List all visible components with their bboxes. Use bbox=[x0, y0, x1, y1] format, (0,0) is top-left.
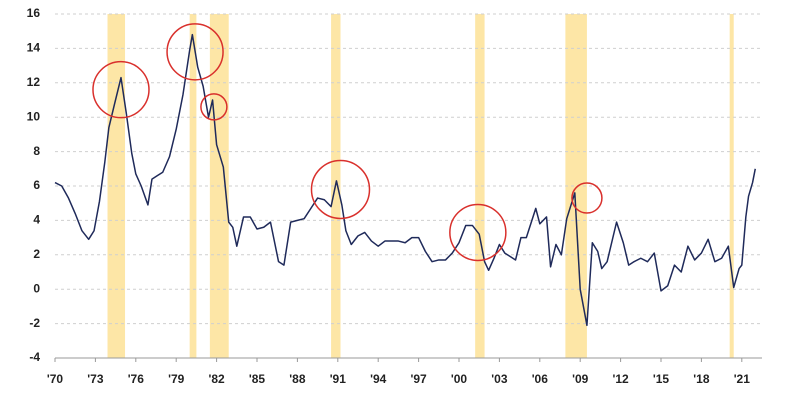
x-tick-label: '79 bbox=[168, 372, 185, 386]
y-tick-label: 6 bbox=[33, 178, 40, 192]
y-tick-label: -2 bbox=[29, 316, 40, 330]
highlight-circle bbox=[166, 23, 224, 81]
x-tick-label: '21 bbox=[734, 372, 751, 386]
y-tick-label: 0 bbox=[33, 281, 40, 295]
x-tick-label: '70 bbox=[47, 372, 64, 386]
x-tick-label: '85 bbox=[249, 372, 266, 386]
y-tick-label: 8 bbox=[33, 144, 40, 158]
x-tick-label: '00 bbox=[451, 372, 468, 386]
x-tick-label: '91 bbox=[330, 372, 347, 386]
x-tick-label: '12 bbox=[612, 372, 629, 386]
x-tick-label: '09 bbox=[572, 372, 589, 386]
highlight-circle bbox=[449, 203, 507, 262]
recession-band bbox=[729, 14, 734, 358]
data-line bbox=[54, 33, 757, 327]
x-tick-label: '94 bbox=[370, 372, 387, 386]
y-tick-label: 4 bbox=[33, 213, 40, 227]
y-tick-label: 16 bbox=[27, 6, 41, 20]
y-tick-label: 12 bbox=[27, 75, 41, 89]
highlight-circle bbox=[571, 182, 603, 214]
highlight-circle bbox=[92, 60, 150, 119]
x-tick-label: '06 bbox=[532, 372, 549, 386]
x-tick-label: '76 bbox=[128, 372, 145, 386]
x-tick-label: '97 bbox=[410, 372, 427, 386]
x-tick-label: '18 bbox=[693, 372, 710, 386]
y-tick-label: 14 bbox=[27, 41, 41, 55]
recession-band bbox=[475, 14, 485, 358]
y-tick-label: -4 bbox=[29, 350, 40, 364]
x-tick-label: '82 bbox=[208, 372, 225, 386]
x-tick-label: '03 bbox=[491, 372, 508, 386]
highlight-circle bbox=[310, 159, 371, 220]
highlight-circle bbox=[200, 93, 228, 121]
x-tick-label: '15 bbox=[653, 372, 670, 386]
y-tick-label: 2 bbox=[33, 247, 40, 261]
y-tick-label: 10 bbox=[27, 109, 41, 123]
recession-band bbox=[565, 14, 587, 358]
x-tick-label: '88 bbox=[289, 372, 306, 386]
x-tick-label: '73 bbox=[87, 372, 104, 386]
